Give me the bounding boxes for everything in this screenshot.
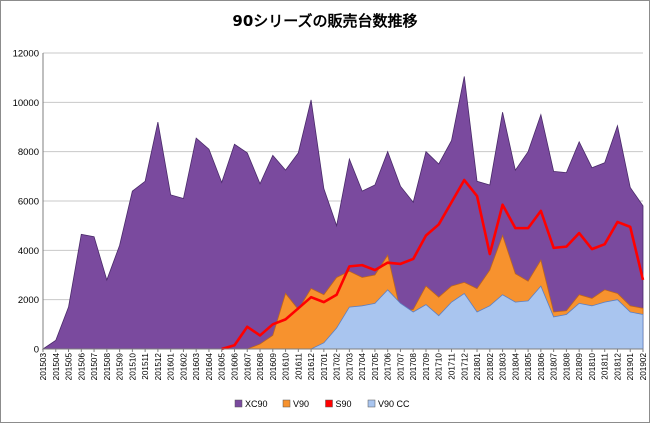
x-tick-label: 201712 xyxy=(460,353,469,381)
x-tick-label: 201807 xyxy=(550,353,559,381)
series-areas xyxy=(41,76,644,350)
x-tick-label: 201605 xyxy=(218,353,227,381)
x-tick-label: 201702 xyxy=(333,353,342,381)
x-tick-label: 201610 xyxy=(282,353,291,381)
legend-swatch xyxy=(282,399,291,408)
x-tick-label: 201507 xyxy=(90,353,99,381)
chart-title: 90シリーズの販売台数推移 xyxy=(232,12,417,30)
x-tick-label: 201806 xyxy=(537,353,546,381)
legend-item-xc90: XC90 xyxy=(234,399,268,409)
x-tick-label: 201607 xyxy=(243,353,252,381)
x-tick-label: 201804 xyxy=(511,353,520,381)
x-tick-label: 201612 xyxy=(307,353,316,381)
x-tick-label: 201503 xyxy=(39,353,48,381)
legend-item-v90-cc: V90 CC xyxy=(367,399,410,409)
x-tick-label: 201902 xyxy=(639,353,648,381)
y-tick-label: 4000 xyxy=(18,246,39,257)
x-tick-label: 201608 xyxy=(256,353,265,381)
y-tick-label: 6000 xyxy=(18,197,39,208)
x-tick-label: 201706 xyxy=(384,353,393,381)
x-tick-label: 201609 xyxy=(269,353,278,381)
x-tick-label: 201512 xyxy=(154,353,163,381)
x-tick-label: 201705 xyxy=(371,353,380,381)
x-tick-label: 201805 xyxy=(524,353,533,381)
x-tick-label: 201710 xyxy=(435,353,444,381)
x-tick-label: 201709 xyxy=(422,353,431,381)
x-tick-label: 201505 xyxy=(65,353,74,381)
x-tick-label: 201707 xyxy=(396,353,405,381)
legend-label: V90 xyxy=(293,399,309,409)
x-tick-label: 201901 xyxy=(626,353,635,381)
x-tick-labels: 201503 201504 201505 201506 201507 201508 2015… xyxy=(39,353,648,381)
x-tick-label: 201808 xyxy=(562,353,571,381)
axes xyxy=(42,53,644,352)
x-tick-label: 201611 xyxy=(294,353,303,380)
y-tick-label: 0 xyxy=(34,345,39,356)
x-tick-label: 201812 xyxy=(613,353,622,381)
y-tick-label: 8000 xyxy=(18,147,39,158)
x-tick-label: 201604 xyxy=(205,353,214,381)
x-tick-label: 201603 xyxy=(192,353,201,381)
x-tick-label: 201504 xyxy=(52,353,61,381)
series-lines xyxy=(221,178,645,351)
legend: XC90 V90 S90 V90 CC xyxy=(234,399,410,409)
x-tick-label: 201803 xyxy=(499,353,508,381)
x-tick-label: 201506 xyxy=(77,353,86,381)
legend-label: XC90 xyxy=(245,399,268,409)
legend-label: V90 CC xyxy=(378,399,410,409)
legend-item-s90: S90 xyxy=(325,399,352,409)
x-tick-label: 201810 xyxy=(588,353,597,381)
x-tick-label: 201509 xyxy=(116,353,125,381)
x-tick-label: 201602 xyxy=(179,353,188,381)
x-tick-label: 201708 xyxy=(409,353,418,381)
x-tick-label: 201809 xyxy=(575,353,584,381)
legend-swatch xyxy=(367,399,376,408)
x-tick-label: 201606 xyxy=(230,353,239,381)
x-tick-label: 201704 xyxy=(358,353,367,381)
series-line-s90 xyxy=(221,178,645,351)
x-tick-label: 201511 xyxy=(141,353,150,380)
x-tick-label: 201701 xyxy=(320,353,329,381)
x-tick-label: 201711 xyxy=(448,353,457,380)
x-tick-label: 201811 xyxy=(601,353,610,380)
legend-swatch xyxy=(325,399,333,408)
legend-label: S90 xyxy=(336,399,352,409)
y-tick-label: 10000 xyxy=(13,98,39,109)
legend-swatch xyxy=(234,399,243,408)
y-tick-label: 12000 xyxy=(13,49,39,60)
x-tick-label: 201802 xyxy=(486,353,495,381)
x-tick-label: 201510 xyxy=(128,353,137,381)
x-tick-label: 201601 xyxy=(167,353,176,381)
x-tick-label: 201703 xyxy=(345,353,354,381)
x-tick-label: 201508 xyxy=(103,353,112,381)
legend-item-v90: V90 xyxy=(282,399,309,409)
y-tick-labels: 0 2000 4000 6000 8000 10000 12000 xyxy=(13,49,39,356)
y-tick-label: 2000 xyxy=(18,295,39,306)
x-tick-label: 201801 xyxy=(473,353,482,381)
